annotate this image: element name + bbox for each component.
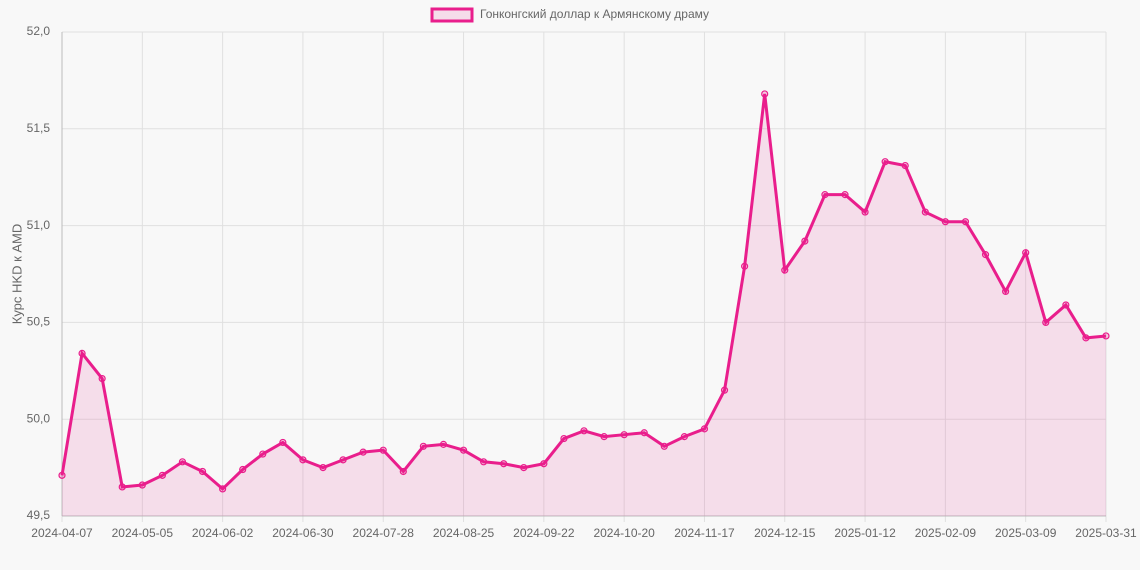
- point: [118, 483, 126, 491]
- point: [178, 458, 187, 466]
- y-tick-label: 51,5: [27, 121, 51, 135]
- y-tick-label: 49,5: [27, 508, 51, 522]
- point: [801, 237, 809, 245]
- point: [1062, 301, 1070, 309]
- point: [520, 464, 528, 472]
- point: [941, 218, 949, 226]
- point: [921, 208, 929, 216]
- x-tick-label: 2024-06-02: [192, 526, 254, 540]
- line: [60, 93, 1107, 491]
- y-tick-label: 50,5: [27, 315, 51, 329]
- point: [660, 442, 668, 450]
- x-tick-label: 2024-06-30: [272, 526, 334, 540]
- x-tick-label: 2024-10-20: [593, 526, 655, 540]
- x-tick-label: 2024-04-07: [31, 526, 93, 540]
- point: [98, 374, 106, 383]
- y-tick-label: 51,0: [27, 218, 51, 232]
- y-tick-label: 52,0: [27, 24, 51, 38]
- point: [821, 191, 829, 199]
- point: [640, 429, 648, 437]
- x-tick-label: 2025-01-12: [834, 526, 896, 540]
- legend-label: Гонконгский доллар к Армянскому драму: [480, 7, 709, 21]
- point: [841, 191, 849, 199]
- point: [299, 456, 307, 464]
- point: [901, 161, 909, 170]
- x-tick-label: 2024-11-17: [674, 526, 735, 540]
- point: [620, 431, 628, 439]
- point: [1082, 334, 1090, 342]
- point: [419, 442, 427, 450]
- point: [961, 218, 970, 226]
- point: [600, 433, 608, 441]
- y-axis-label: Курс HKD к AMD: [9, 224, 24, 325]
- legend-swatch: [430, 7, 474, 23]
- x-tick-label: 2024-12-15: [754, 526, 816, 540]
- point: [219, 485, 227, 493]
- point: [480, 458, 488, 466]
- point: [540, 460, 548, 468]
- point: [720, 386, 729, 394]
- point: [680, 433, 688, 441]
- x-tick-label: 2025-02-09: [915, 526, 977, 540]
- x-tick-label: 2024-09-22: [513, 526, 575, 540]
- point: [158, 471, 166, 479]
- point: [58, 471, 66, 479]
- x-tick-label: 2024-07-28: [353, 526, 415, 540]
- point: [580, 427, 588, 435]
- point: [1022, 249, 1030, 257]
- point: [1102, 332, 1110, 340]
- point: [761, 90, 769, 98]
- point: [279, 438, 287, 447]
- point: [359, 448, 367, 456]
- point: [861, 208, 869, 216]
- point: [881, 158, 889, 166]
- x-tick-label: 2024-05-05: [112, 526, 174, 540]
- point: [1042, 318, 1050, 326]
- point: [78, 349, 86, 357]
- point: [399, 467, 407, 476]
- point: [1002, 287, 1010, 296]
- point: [198, 467, 207, 476]
- point: [439, 440, 448, 448]
- point: [138, 481, 146, 489]
- area: [62, 93, 1106, 517]
- point: [459, 446, 468, 454]
- point: [239, 465, 247, 474]
- x-tick-label: 2025-03-31: [1075, 526, 1137, 540]
- point: [259, 450, 267, 458]
- point: [560, 434, 568, 443]
- x-tick-label: 2024-08-25: [433, 526, 495, 540]
- point: [379, 446, 387, 454]
- y-tick-label: 50,0: [27, 411, 51, 425]
- point: [741, 262, 749, 270]
- point: [981, 251, 990, 259]
- point: [319, 464, 327, 472]
- point: [339, 456, 347, 464]
- point: [500, 460, 508, 468]
- x-tick-label: 2025-03-09: [995, 526, 1057, 540]
- point: [700, 425, 709, 433]
- point: [781, 266, 789, 274]
